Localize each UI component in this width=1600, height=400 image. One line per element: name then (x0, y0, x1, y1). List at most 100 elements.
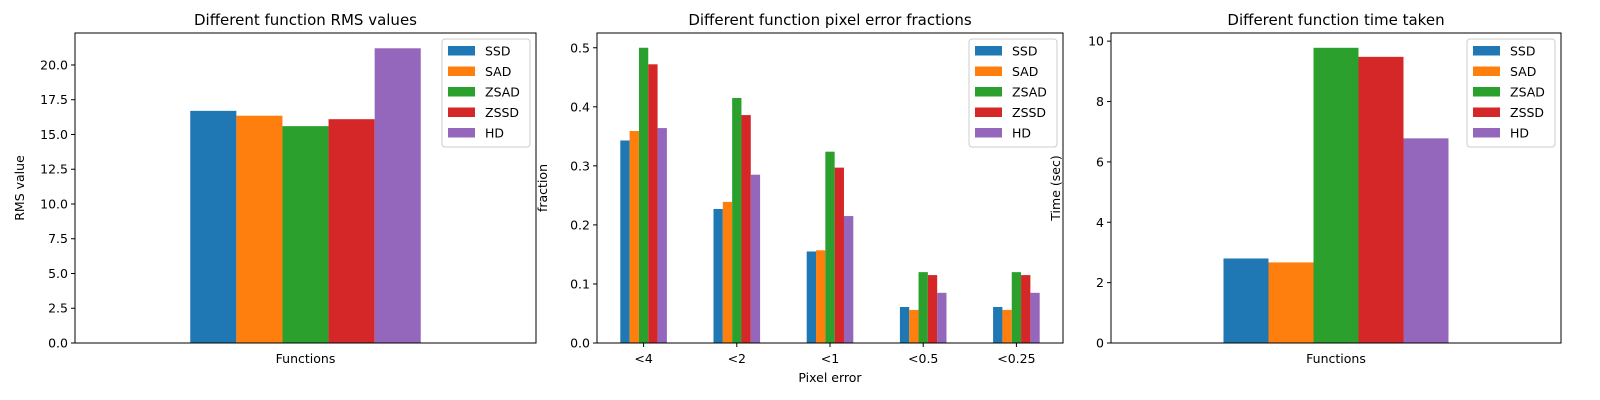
x-category-label: Functions (1306, 351, 1366, 366)
legend-swatch-zssd (1473, 107, 1500, 117)
y-tick-label: 0.3 (570, 158, 590, 173)
legend-label-hd: HD (485, 126, 504, 141)
bar-zssd-1 (328, 119, 375, 343)
bar-zsad-3 (825, 151, 835, 343)
y-tick-label: 15.0 (40, 127, 68, 142)
bar-sad-1 (236, 115, 283, 344)
x-tick-label: <0.5 (908, 351, 938, 366)
bar-sad-2 (722, 201, 733, 343)
y-tick-label: 0.1 (570, 276, 590, 291)
bar-zssd-1 (648, 64, 658, 344)
bar-zsad-1 (282, 126, 329, 343)
bar-zssd-3 (834, 167, 844, 343)
legend-swatch-sad (1473, 66, 1500, 76)
legend-label-zsad: ZSAD (485, 85, 520, 100)
y-tick-label: 0.4 (570, 99, 590, 114)
bar-sad-1 (1268, 262, 1314, 343)
bar-ssd-4 (899, 306, 910, 343)
y-tick-label: 6 (1096, 154, 1104, 169)
axes-frame (1110, 32, 1562, 344)
legend-label-zssd: ZSSD (1012, 105, 1046, 120)
bar-zssd-2 (741, 115, 751, 343)
legend-label-hd: HD (1510, 126, 1529, 141)
legend-swatch-zsad (1473, 87, 1500, 97)
legend-label-ssd: SSD (1012, 44, 1038, 59)
bar-hd-5 (1030, 292, 1040, 343)
y-tick-label: 20.0 (40, 57, 68, 72)
legend-swatch-ssd (1473, 46, 1500, 56)
y-axis-label: fraction (535, 164, 550, 212)
legend-swatch-ssd (975, 46, 1002, 56)
legend-swatch-hd (1473, 128, 1500, 138)
x-tick-label: <2 (728, 351, 746, 366)
bar-sad-1 (629, 131, 639, 343)
bar-sad-4 (909, 309, 919, 343)
bar-zsad-1 (638, 47, 649, 343)
y-tick-label: 2.5 (48, 301, 68, 316)
bar-zssd-1 (1358, 56, 1404, 343)
bar-sad-3 (816, 250, 826, 343)
legend-swatch-hd (975, 128, 1002, 138)
x-tick-label: <4 (634, 351, 652, 366)
y-tick-label: 10 (1088, 34, 1104, 49)
legend-label-zsad: ZSAD (1510, 85, 1545, 100)
y-tick-label: 2 (1096, 275, 1104, 290)
bar-hd-2 (750, 174, 761, 343)
y-tick-label: 5.0 (48, 266, 68, 281)
legend-label-sad: SAD (1012, 64, 1038, 79)
legend-label-zssd: ZSSD (485, 105, 519, 120)
y-tick-label: 8 (1096, 94, 1104, 109)
y-tick-label: 0.5 (570, 40, 590, 55)
y-tick-label: 0.2 (570, 217, 590, 232)
legend-label-ssd: SSD (1510, 44, 1536, 59)
bar-ssd-5 (993, 306, 1003, 343)
y-tick-label: 0.0 (570, 336, 590, 351)
x-category-label: Functions (276, 351, 336, 366)
y-tick-label: 0 (1096, 336, 1104, 351)
bar-hd-3 (843, 216, 854, 343)
bar-ssd-2 (713, 208, 723, 343)
bar-hd-1 (657, 128, 667, 343)
bar-zsad-4 (918, 272, 928, 343)
bar-sad-5 (1002, 309, 1012, 343)
y-tick-label: 12.5 (40, 162, 68, 177)
legend-label-sad: SAD (485, 64, 511, 79)
legend-box (1466, 38, 1556, 148)
legend-label-ssd: SSD (485, 44, 511, 59)
legend-swatch-zssd (448, 107, 475, 117)
legend-box (441, 38, 531, 148)
legend-label-hd: HD (1012, 126, 1031, 141)
bar-ssd-1 (1223, 258, 1269, 343)
x-tick-label: <0.25 (997, 351, 1035, 366)
y-tick-label: 10.0 (40, 196, 68, 211)
legend-swatch-ssd (448, 46, 475, 56)
x-axis-label: Pixel error (798, 370, 862, 385)
bar-hd-4 (937, 292, 947, 343)
bar-ssd-3 (806, 251, 817, 343)
chart-title: Different function time taken (1227, 11, 1444, 29)
bar-zsad-5 (1011, 272, 1022, 343)
y-tick-label: 7.5 (48, 231, 68, 246)
legend-swatch-zsad (448, 87, 475, 97)
bar-zssd-5 (1021, 275, 1031, 343)
chart-title: Different function pixel error fractions (688, 11, 972, 29)
legend-swatch-sad (448, 66, 475, 76)
bar-zsad-1 (1313, 47, 1359, 343)
bar-zssd-4 (927, 275, 938, 343)
y-tick-label: 0.0 (48, 336, 68, 351)
bar-hd-1 (1403, 138, 1449, 343)
legend-label-zssd: ZSSD (1510, 105, 1544, 120)
legend-swatch-hd (448, 128, 475, 138)
y-axis-label: Time (sec) (1048, 155, 1063, 221)
y-tick-label: 17.5 (40, 92, 68, 107)
y-tick-label: 4 (1096, 215, 1104, 230)
legend-box (968, 38, 1058, 148)
bar-ssd-1 (620, 140, 630, 343)
legend-swatch-zsad (975, 87, 1002, 97)
legend-swatch-zssd (975, 107, 1002, 117)
legend-label-zsad: ZSAD (1012, 85, 1047, 100)
y-axis-label: RMS value (12, 155, 27, 221)
chart-title: Different function RMS values (194, 11, 417, 29)
legend-label-sad: SAD (1510, 64, 1536, 79)
